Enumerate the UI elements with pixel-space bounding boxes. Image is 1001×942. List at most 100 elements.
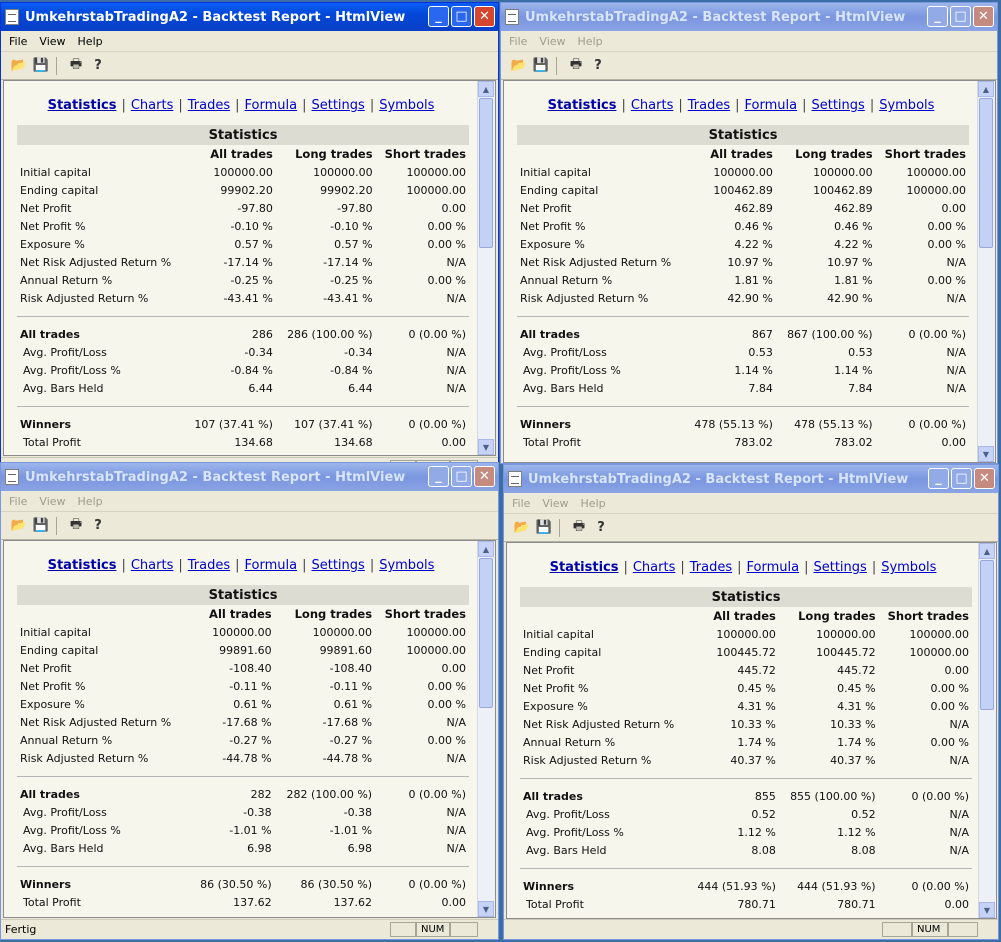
report-content[interactable]: Statistics | Charts | Trades | Formula | Setting…	[503, 80, 996, 463]
scroll-down-icon[interactable]: ▼	[978, 446, 994, 462]
title-bar[interactable]: UmkehrstabTradingA2 - Backtest Report - …	[504, 465, 998, 493]
menu-help[interactable]: Help	[577, 34, 603, 48]
maximize-button[interactable]: □	[451, 6, 472, 27]
menu-file[interactable]: File	[512, 496, 531, 510]
menu-view[interactable]: View	[542, 496, 569, 510]
minimize-button[interactable]: _	[428, 6, 449, 27]
nav-formula[interactable]: Formula	[746, 560, 800, 575]
nav-trades[interactable]: Trades	[689, 560, 733, 575]
nav-settings[interactable]: Settings	[311, 98, 365, 113]
maximize-button[interactable]: □	[950, 6, 971, 27]
nav-trades[interactable]: Trades	[687, 98, 731, 113]
table-row: Winners 478 (55.13 %) 478 (55.13 %) 0 (0.00…	[517, 415, 969, 433]
nav-trades[interactable]: Trades	[187, 558, 231, 573]
open-folder-icon[interactable]: 📂	[510, 58, 528, 73]
title-bar[interactable]: UmkehrstabTradingA2 - Backtest Report - …	[1, 3, 498, 31]
report-content[interactable]: Statistics | Charts | Trades | Formula | Setting…	[506, 542, 997, 919]
nav-symbols[interactable]: Symbols	[881, 560, 937, 575]
scroll-down-icon[interactable]: ▼	[979, 902, 995, 918]
nav-charts[interactable]: Charts	[130, 558, 174, 573]
save-icon[interactable]: 💾	[532, 58, 550, 73]
nav-symbols[interactable]: Symbols	[879, 98, 935, 113]
vertical-scrollbar[interactable]: ▲ ▼	[978, 543, 996, 918]
report-content[interactable]: Statistics | Charts | Trades | Formula | Setting…	[3, 80, 496, 456]
nav-formula[interactable]: Formula	[744, 98, 798, 113]
nav-trades[interactable]: Trades	[187, 98, 231, 113]
report-window-bottom-right[interactable]: UmkehrstabTradingA2 - Backtest Report - …	[503, 464, 999, 940]
close-button[interactable]: ✕	[474, 466, 495, 487]
nav-charts[interactable]: Charts	[630, 98, 674, 113]
save-icon[interactable]: 💾	[32, 518, 50, 533]
scroll-thumb[interactable]	[479, 558, 493, 708]
nav-formula[interactable]: Formula	[244, 98, 298, 113]
cell-short-trades: 0.00 %	[927, 237, 966, 251]
close-button[interactable]: ✕	[973, 6, 994, 27]
save-icon[interactable]: 💾	[32, 58, 50, 73]
menu-help[interactable]: Help	[580, 496, 606, 510]
report-window-top-left[interactable]: UmkehrstabTradingA2 - Backtest Report - …	[0, 2, 499, 478]
nav-settings[interactable]: Settings	[813, 560, 867, 575]
scroll-down-icon[interactable]: ▼	[478, 901, 494, 917]
open-folder-icon[interactable]: 📂	[513, 520, 531, 535]
report-window-bottom-left[interactable]: UmkehrstabTradingA2 - Backtest Report - …	[0, 462, 499, 940]
scroll-up-icon[interactable]: ▲	[979, 543, 995, 559]
menu-help[interactable]: Help	[77, 494, 103, 508]
nav-settings[interactable]: Settings	[811, 98, 865, 113]
scroll-thumb[interactable]	[479, 98, 493, 248]
cell-short-trades: N/A	[946, 363, 966, 377]
menu-view[interactable]: View	[39, 34, 66, 48]
vertical-scrollbar[interactable]: ▲ ▼	[977, 81, 995, 462]
scroll-down-icon[interactable]: ▼	[478, 439, 494, 455]
nav-symbols[interactable]: Symbols	[379, 98, 435, 113]
menu-view[interactable]: View	[39, 494, 66, 508]
maximize-button[interactable]: □	[951, 468, 972, 489]
open-folder-icon[interactable]: 📂	[10, 58, 28, 73]
cell-all-trades: 4.22 %	[734, 237, 773, 251]
nav-statistics[interactable]: Statistics	[547, 98, 617, 113]
report-window-top-right[interactable]: UmkehrstabTradingA2 - Backtest Report - …	[500, 2, 998, 464]
print-icon[interactable]: 🖶	[572, 518, 586, 534]
table-row: Total Profit 780.71 780.71 0.00	[520, 895, 972, 913]
nav-statistics[interactable]: Statistics	[47, 98, 117, 113]
nav-settings[interactable]: Settings	[311, 558, 365, 573]
nav-symbols[interactable]: Symbols	[379, 558, 435, 573]
vertical-scrollbar[interactable]: ▲ ▼	[477, 541, 495, 917]
table-row: Initial capital 100000.00 100000.00 100000.…	[17, 623, 469, 641]
menu-file[interactable]: File	[9, 34, 28, 48]
nav-statistics[interactable]: Statistics	[47, 558, 117, 573]
minimize-button[interactable]: _	[928, 468, 949, 489]
nav-formula[interactable]: Formula	[244, 558, 298, 573]
scroll-up-icon[interactable]: ▲	[478, 541, 494, 557]
maximize-button[interactable]: □	[451, 466, 472, 487]
row-label: Winners	[20, 877, 71, 891]
vertical-scrollbar[interactable]: ▲ ▼	[477, 81, 495, 455]
help-icon[interactable]: ?	[594, 58, 602, 73]
scroll-up-icon[interactable]: ▲	[978, 81, 994, 97]
menu-file[interactable]: File	[9, 494, 28, 508]
scroll-thumb[interactable]	[980, 560, 994, 710]
nav-charts[interactable]: Charts	[130, 98, 174, 113]
menu-view[interactable]: View	[539, 34, 566, 48]
help-icon[interactable]: ?	[94, 58, 102, 73]
help-icon[interactable]: ?	[94, 518, 102, 533]
scroll-thumb[interactable]	[979, 98, 993, 248]
open-folder-icon[interactable]: 📂	[10, 518, 28, 533]
menu-help[interactable]: Help	[77, 34, 103, 48]
nav-charts[interactable]: Charts	[632, 560, 676, 575]
minimize-button[interactable]: _	[428, 466, 449, 487]
scroll-up-icon[interactable]: ▲	[478, 81, 494, 97]
help-icon[interactable]: ?	[597, 520, 605, 535]
print-icon[interactable]: 🖶	[69, 516, 83, 532]
print-icon[interactable]: 🖶	[569, 56, 583, 72]
cell-long-trades: 100000.00	[813, 165, 873, 179]
close-button[interactable]: ✕	[974, 468, 995, 489]
title-bar[interactable]: UmkehrstabTradingA2 - Backtest Report - …	[501, 3, 997, 31]
minimize-button[interactable]: _	[927, 6, 948, 27]
nav-statistics[interactable]: Statistics	[549, 560, 619, 575]
print-icon[interactable]: 🖶	[69, 56, 83, 72]
save-icon[interactable]: 💾	[535, 520, 553, 535]
report-content[interactable]: Statistics | Charts | Trades | Formula | Setting…	[3, 540, 496, 918]
menu-file[interactable]: File	[509, 34, 528, 48]
title-bar[interactable]: UmkehrstabTradingA2 - Backtest Report - …	[1, 463, 498, 491]
close-button[interactable]: ✕	[474, 6, 495, 27]
